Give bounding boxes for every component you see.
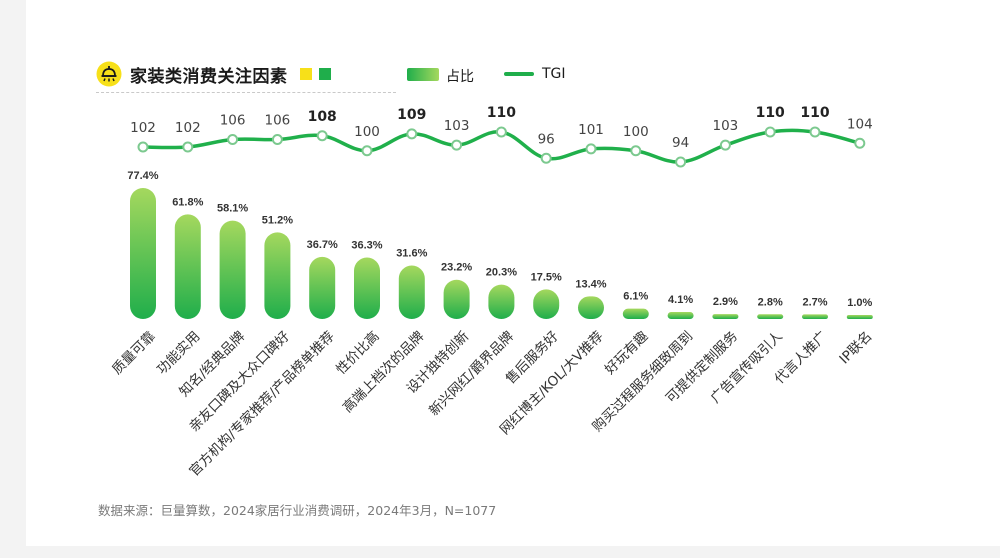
bar-1 <box>174 214 201 319</box>
lamp-icon <box>96 61 122 87</box>
bar-16 <box>846 315 873 319</box>
chart-title: 家装类消费关注因素 <box>130 66 288 87</box>
tgi-value-label-11: 100 <box>623 124 649 140</box>
tgi-point-10 <box>585 143 597 155</box>
legend-bar-swatch <box>407 68 439 81</box>
tgi-value-label-0: 102 <box>130 120 156 136</box>
tgi-value-label-5: 100 <box>354 124 380 140</box>
bottom-margin-band <box>0 546 1000 558</box>
tgi-point-14 <box>764 126 776 138</box>
tgi-point-4 <box>316 130 328 142</box>
category-label-16: IP联名 <box>836 328 875 367</box>
tgi-point-7 <box>451 139 463 151</box>
bar-3 <box>264 232 291 319</box>
bar-value-label-10: 13.4% <box>575 278 606 290</box>
bar-2 <box>219 220 246 319</box>
bar-11 <box>622 308 649 319</box>
bar-value-label-8: 20.3% <box>486 267 517 279</box>
title-row: 家装类消费关注因素 <box>96 60 331 88</box>
bar-4 <box>309 256 336 319</box>
bar-7 <box>443 279 470 319</box>
tgi-value-label-10: 101 <box>578 122 604 138</box>
tgi-value-label-1: 102 <box>175 120 201 136</box>
tgi-value-label-12: 94 <box>672 135 689 151</box>
bar-value-label-15: 2.7% <box>802 296 827 308</box>
bar-value-label-4: 36.7% <box>307 239 338 251</box>
tgi-value-label-2: 106 <box>220 113 246 129</box>
bar-value-label-16: 1.0% <box>847 297 872 309</box>
left-margin-band <box>0 0 26 558</box>
bar-value-label-0: 77.4% <box>127 170 158 182</box>
tgi-value-label-6: 109 <box>397 107 426 123</box>
bar-value-label-3: 51.2% <box>262 214 293 226</box>
chart-area: 102 102 106 106 108 100 109 103 110 96 101 100 94 103… <box>109 105 875 480</box>
yellow-square-icon <box>299 68 312 80</box>
tgi-value-label-7: 103 <box>444 118 470 134</box>
bar-value-label-1: 61.8% <box>172 196 203 208</box>
tgi-point-5 <box>361 145 373 157</box>
source-note: 数据来源：巨量算数，2024家居行业消费调研，2024年3月，N=1077 <box>98 503 497 518</box>
tgi-point-11 <box>630 145 642 157</box>
bar-value-label-12: 4.1% <box>668 294 693 306</box>
bar-value-label-7: 23.2% <box>441 262 472 274</box>
tgi-line-layer: 102 102 106 106 108 100 109 103 110 96 101 100 94 103… <box>130 105 873 168</box>
tgi-point-12 <box>675 156 687 168</box>
bar-layer: 77.4% 61.8% 58.1% 51.2% 36.7% 36.3% 31.6% 23.2%… <box>127 170 873 319</box>
tgi-point-9 <box>540 152 552 164</box>
tgi-value-label-3: 106 <box>265 113 291 129</box>
tgi-value-label-4: 108 <box>308 109 337 125</box>
bar-5 <box>354 257 380 319</box>
title-divider <box>96 92 396 93</box>
legend-bar-label: 占比 <box>446 69 474 85</box>
category-label-layer: 质量可靠功能实用知名/经典品牌亲友口碑及大众口碑好官方机构/专家推荐/产品榜单推… <box>109 328 875 480</box>
tgi-value-label-15: 110 <box>800 105 829 121</box>
bar-15 <box>802 314 828 319</box>
tgi-point-1 <box>182 141 194 153</box>
bar-value-label-9: 17.5% <box>531 271 562 283</box>
bar-0 <box>130 188 156 319</box>
legend-line-label: TGI <box>542 66 566 82</box>
tgi-point-15 <box>809 126 821 138</box>
tgi-point-16 <box>854 137 866 149</box>
bar-8 <box>488 284 515 319</box>
bar-value-label-6: 31.6% <box>396 248 427 260</box>
tgi-value-label-8: 110 <box>487 105 516 121</box>
bar-value-label-5: 36.3% <box>351 240 382 252</box>
bar-9 <box>533 289 560 319</box>
tgi-point-8 <box>495 126 507 138</box>
legend-line-swatch <box>504 72 534 76</box>
category-label-0: 质量可靠 <box>109 328 158 377</box>
tgi-value-label-16: 104 <box>847 116 873 132</box>
category-label-8: 新兴网红/爵界品牌 <box>425 328 517 420</box>
tgi-point-3 <box>271 134 283 145</box>
category-label-6: 高端上档次的品牌 <box>339 328 427 416</box>
tgi-point-13 <box>719 139 731 151</box>
tgi-point-0 <box>137 141 149 153</box>
tgi-point-6 <box>406 128 418 140</box>
bar-13 <box>712 314 739 319</box>
tgi-value-label-13: 103 <box>713 118 739 134</box>
tgi-value-label-14: 110 <box>756 105 785 121</box>
bar-value-label-11: 6.1% <box>623 291 648 303</box>
bar-value-label-2: 58.1% <box>217 203 248 215</box>
bar-10 <box>578 296 604 319</box>
tgi-point-2 <box>227 134 239 145</box>
bar-14 <box>757 314 784 319</box>
bar-12 <box>667 312 694 319</box>
green-square-icon <box>318 68 331 80</box>
bar-value-label-13: 2.9% <box>713 296 738 308</box>
tgi-value-label-9: 96 <box>538 131 555 147</box>
bar-value-label-14: 2.8% <box>758 296 783 308</box>
bar-6 <box>398 265 425 319</box>
